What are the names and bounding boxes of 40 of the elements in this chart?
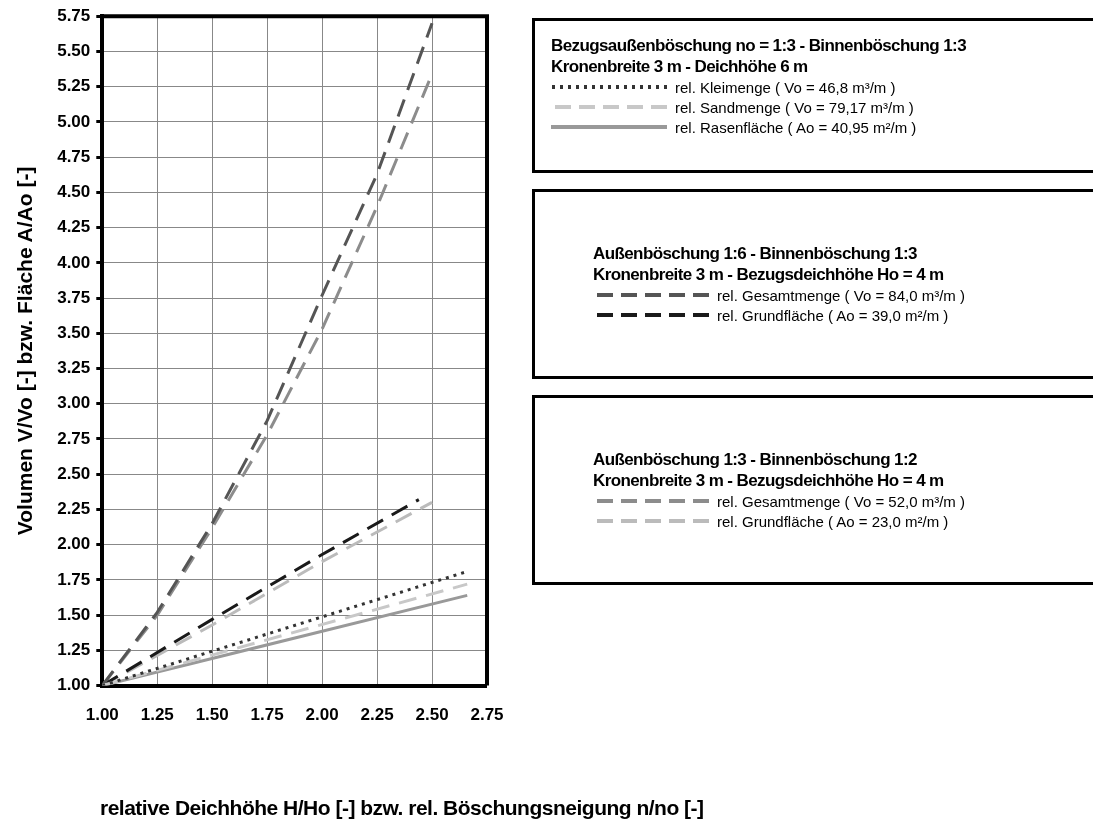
y-tick-label: 3.75 (57, 287, 91, 307)
x-tick-label: 2.50 (415, 705, 449, 725)
y-tick-label: 2.75 (57, 428, 91, 448)
x-tick-label: 1.25 (140, 705, 174, 725)
y-tick-label: 3.00 (57, 393, 91, 413)
y-tick-label: 4.25 (57, 217, 91, 237)
y-tick-label: 2.25 (57, 499, 91, 519)
y-tick-label: 2.00 (57, 534, 91, 554)
y-tick-label: 5.25 (57, 76, 91, 96)
y-tick-label: 3.25 (57, 358, 91, 378)
y-tick-label: 5.75 (57, 5, 91, 25)
y-tick-label: 1.25 (57, 640, 91, 660)
legend-label: rel. Gesamtmenge ( Vo = 52,0 m³/m ) (717, 492, 966, 510)
text: Außenböschung 1:3 - Binnenböschung 1:2 Kronenbreite 3 m - Bezugsdeichhöhe Ho = 4 m (593, 449, 945, 491)
x-tick-label: 1.50 (195, 705, 229, 725)
y-tick-label: 4.75 (57, 146, 91, 166)
legend-label: rel. Sandmenge ( Vo = 79,17 m³/m ) (675, 98, 914, 116)
legend-label: rel. Rasenfläche ( Ao = 40,95 m²/m ) (675, 118, 917, 136)
y-axis-title: Volumen V/Vo [-] bzw. Fläche A/Ao [-] (13, 166, 37, 536)
text: Außenböschung 1:6 - Binnenböschung 1:3 Kronenbreite 3 m - Bezugsdeichhöhe Ho = 4 m (593, 243, 945, 285)
y-tick-label: 4.00 (57, 252, 91, 272)
x-tick-label: 2.00 (305, 705, 339, 725)
x-axis-title: relative Deichhöhe H/Ho [-] bzw. rel. Böschungsneigung n/no [-] (99, 796, 705, 820)
y-tick-label: 1.50 (57, 604, 91, 624)
x-tick-label: 2.75 (470, 705, 504, 725)
text: Bezugsaußenböschung no = 1:3 - Binnenböschung 1:3 Kronenbreite 3 m - Deichhöhe 6 m (551, 35, 967, 77)
y-tick-label: 1.00 (57, 675, 91, 695)
legend-label: rel. Gesamtmenge ( Vo = 84,0 m³/m ) (717, 286, 966, 304)
y-tick-label: 3.50 (57, 322, 91, 342)
x-tick-label: 1.00 (85, 705, 119, 725)
y-tick-label: 5.50 (57, 41, 91, 61)
x-tick-label: 2.25 (360, 705, 394, 725)
legend-label: rel. Kleimenge ( Vo = 46,8 m³/m ) (675, 78, 896, 96)
x-tick-label: 1.75 (250, 705, 284, 725)
y-tick-label: 2.50 (57, 463, 91, 483)
legend-label: rel. Grundfläche ( Ao = 23,0 m²/m ) (717, 512, 949, 530)
y-tick-label: 5.00 (57, 111, 91, 131)
legend-label: rel. Grundfläche ( Ao = 39,0 m²/m ) (717, 306, 949, 324)
y-tick-label: 1.75 (57, 569, 91, 589)
y-tick-label: 4.50 (57, 182, 91, 202)
